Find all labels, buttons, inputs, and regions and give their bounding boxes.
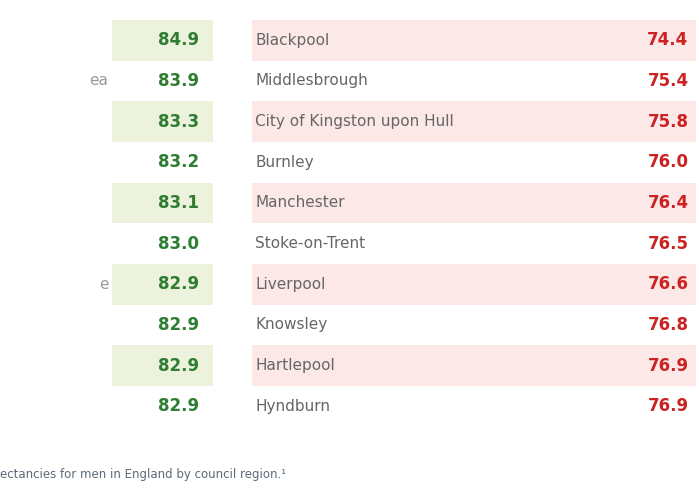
Text: 76.9: 76.9 (647, 397, 689, 415)
Text: 84.9: 84.9 (158, 31, 199, 49)
Text: City of Kingston upon Hull: City of Kingston upon Hull (255, 114, 454, 129)
Text: Liverpool: Liverpool (255, 277, 326, 292)
FancyBboxPatch shape (252, 264, 696, 305)
FancyBboxPatch shape (112, 345, 213, 386)
Text: 75.4: 75.4 (647, 72, 689, 90)
Text: 75.8: 75.8 (647, 113, 689, 130)
Text: 83.1: 83.1 (158, 194, 199, 212)
Text: ea: ea (89, 73, 108, 88)
Text: Middlesbrough: Middlesbrough (255, 73, 368, 88)
Text: 76.6: 76.6 (647, 275, 689, 293)
Text: Hartlepool: Hartlepool (255, 358, 335, 373)
Text: 76.5: 76.5 (647, 235, 689, 252)
Text: 82.9: 82.9 (158, 275, 199, 293)
Text: 83.3: 83.3 (158, 113, 199, 130)
Text: 82.9: 82.9 (158, 397, 199, 415)
Text: 82.9: 82.9 (158, 357, 199, 374)
Text: 83.0: 83.0 (158, 235, 199, 252)
Text: 76.4: 76.4 (647, 194, 689, 212)
Text: Hyndburn: Hyndburn (255, 399, 330, 414)
FancyBboxPatch shape (252, 101, 696, 142)
FancyBboxPatch shape (112, 20, 213, 61)
Text: Knowsley: Knowsley (255, 317, 327, 332)
Text: Stoke-on-Trent: Stoke-on-Trent (255, 236, 366, 251)
FancyBboxPatch shape (112, 101, 213, 142)
Text: Manchester: Manchester (255, 195, 345, 210)
Text: 76.9: 76.9 (647, 357, 689, 374)
Text: 74.4: 74.4 (647, 31, 689, 49)
Text: 76.8: 76.8 (647, 316, 689, 334)
FancyBboxPatch shape (112, 264, 213, 305)
Text: 82.9: 82.9 (158, 316, 199, 334)
Text: 83.2: 83.2 (158, 153, 199, 171)
Text: e: e (99, 277, 108, 292)
Text: Burnley: Burnley (255, 155, 314, 170)
FancyBboxPatch shape (252, 183, 696, 223)
Text: Blackpool: Blackpool (255, 33, 329, 48)
Text: 83.9: 83.9 (158, 72, 199, 90)
Text: ectancies for men in England by council region.¹: ectancies for men in England by council … (0, 468, 286, 481)
FancyBboxPatch shape (252, 345, 696, 386)
FancyBboxPatch shape (252, 20, 696, 61)
FancyBboxPatch shape (112, 183, 213, 223)
Text: 76.0: 76.0 (647, 153, 689, 171)
